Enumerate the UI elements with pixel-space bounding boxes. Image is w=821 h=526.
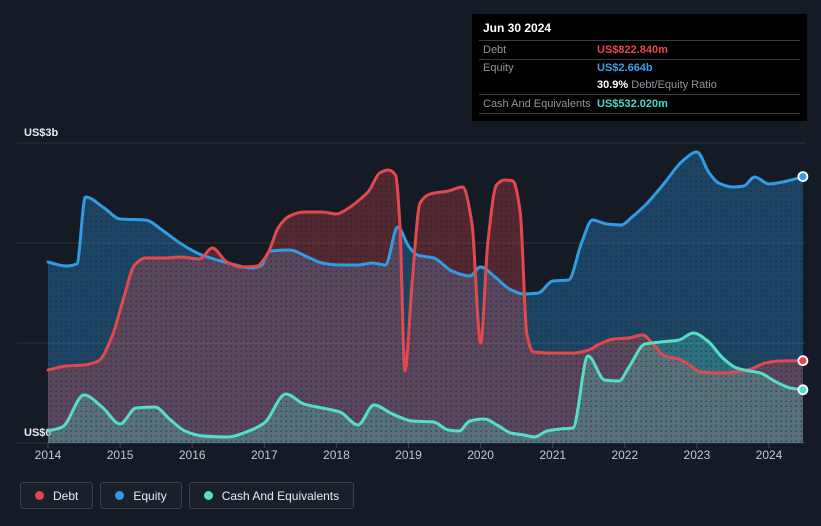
tooltip-date: Jun 30 2024 xyxy=(483,21,552,35)
x-tick-label-2024: 2024 xyxy=(756,448,783,462)
x-tick-label-2019: 2019 xyxy=(395,448,422,462)
x-tick-label-2023: 2023 xyxy=(684,448,711,462)
debt-equity-history-chart[interactable]: US$3b US$0 2014 2015 2016 2017 2018 2019 2020 202… xyxy=(0,0,821,470)
legend-equity-label: Equity xyxy=(133,488,167,503)
x-tick-label-2021: 2021 xyxy=(539,448,566,462)
legend-cash-label: Cash And Equivalents xyxy=(221,488,340,503)
cash-and-equivalents-end-marker xyxy=(797,384,809,396)
tooltip-debt-label: Debt xyxy=(483,44,507,56)
legend-item-debt[interactable]: Debt xyxy=(20,482,94,509)
tooltip-debt-value: US$822.840m xyxy=(597,44,668,56)
tooltip-ratio-value: 30.9% Debt/Equity Ratio xyxy=(597,79,717,91)
tooltip-divider xyxy=(479,113,800,114)
debt-color-dot xyxy=(35,491,44,500)
legend-item-equity[interactable]: Equity xyxy=(100,482,182,509)
equity-color-dot xyxy=(115,491,125,500)
chart-legend: Debt Equity Cash And Equivalents xyxy=(20,482,355,509)
x-tick-label-2016: 2016 xyxy=(179,448,206,462)
x-tick-label-2018: 2018 xyxy=(323,448,350,462)
tooltip-ratio-row: 30.9% Debt/Equity Ratio xyxy=(472,76,807,94)
y-axis-label-top: US$3b xyxy=(24,127,59,139)
equity-line xyxy=(46,150,805,296)
legend-debt-label: Debt xyxy=(53,488,79,503)
debt-area-texture xyxy=(48,170,803,443)
x-tick-label-2017: 2017 xyxy=(251,448,278,462)
x-tick-label-2015: 2015 xyxy=(107,448,134,462)
cash-color-dot xyxy=(203,491,213,500)
tooltip-divider xyxy=(479,59,800,60)
chart-tooltip: Jun 30 2024 Debt US$822.840m Equity US$2… xyxy=(472,14,807,121)
x-tick-label-2020: 2020 xyxy=(467,448,494,462)
tooltip-equity-row: Equity US$2.664b xyxy=(472,60,807,76)
debt-end-marker xyxy=(797,355,809,367)
tooltip-equity-label: Equity xyxy=(483,62,514,74)
legend-item-cash[interactable]: Cash And Equivalents xyxy=(188,482,355,509)
tooltip-cash-label: Cash And Equivalents xyxy=(483,98,591,110)
y-axis-label-zero: US$0 xyxy=(24,427,52,439)
tooltip-divider xyxy=(479,40,800,41)
equity-end-marker xyxy=(797,171,809,183)
tooltip-divider xyxy=(479,94,800,95)
tooltip-debt-row: Debt US$822.840m xyxy=(472,41,807,59)
tooltip-cash-row: Cash And Equivalents US$532.020m xyxy=(472,95,807,113)
cash-and-equivalents-line xyxy=(46,331,805,439)
x-tick-label-2014: 2014 xyxy=(35,448,62,462)
tooltip-cash-value: US$532.020m xyxy=(597,98,668,110)
tooltip-equity-value: US$2.664b xyxy=(597,62,653,74)
x-tick-label-2022: 2022 xyxy=(611,448,638,462)
cash-and-equivalents-area-texture xyxy=(48,333,803,443)
